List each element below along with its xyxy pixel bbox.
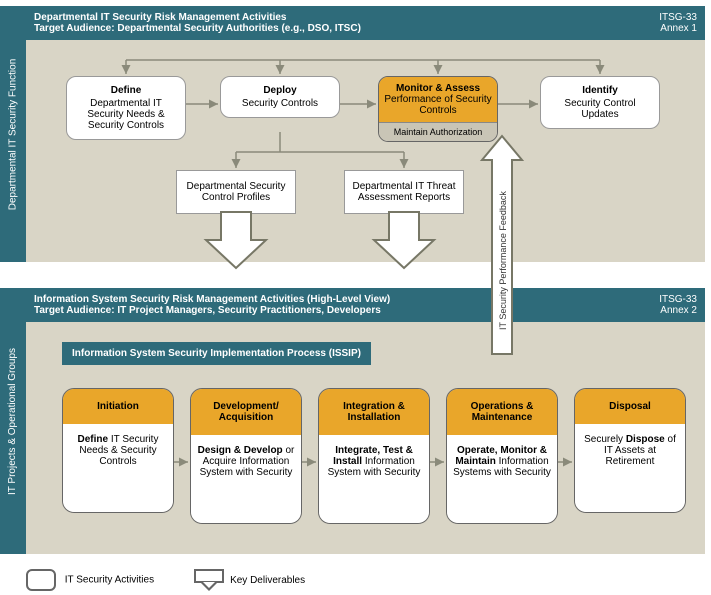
side-label-top: Departmental IT Security Function	[0, 6, 26, 262]
legend-deliverables-label: Key Deliverables	[230, 575, 305, 586]
side-label-top-text: Departmental IT Security Function	[8, 58, 19, 210]
feedback-arrow: IT Security Performance Feedback	[26, 0, 705, 560]
feedback-label: IT Security Performance Feedback	[498, 191, 508, 330]
diagram-container: Departmental IT Security Function Depart…	[0, 0, 711, 595]
legend-activities-label: IT Security Activities	[65, 575, 154, 586]
legend-deliverables-icon	[194, 569, 224, 591]
legend-deliverables: Key Deliverables	[194, 569, 305, 591]
legend: IT Security Activities Key Deliverables	[26, 569, 305, 591]
legend-activities: IT Security Activities	[26, 569, 154, 591]
side-label-bottom: IT Projects & Operational Groups	[0, 288, 26, 554]
side-label-bottom-text: IT Projects & Operational Groups	[8, 347, 19, 494]
legend-activities-icon	[26, 569, 56, 591]
